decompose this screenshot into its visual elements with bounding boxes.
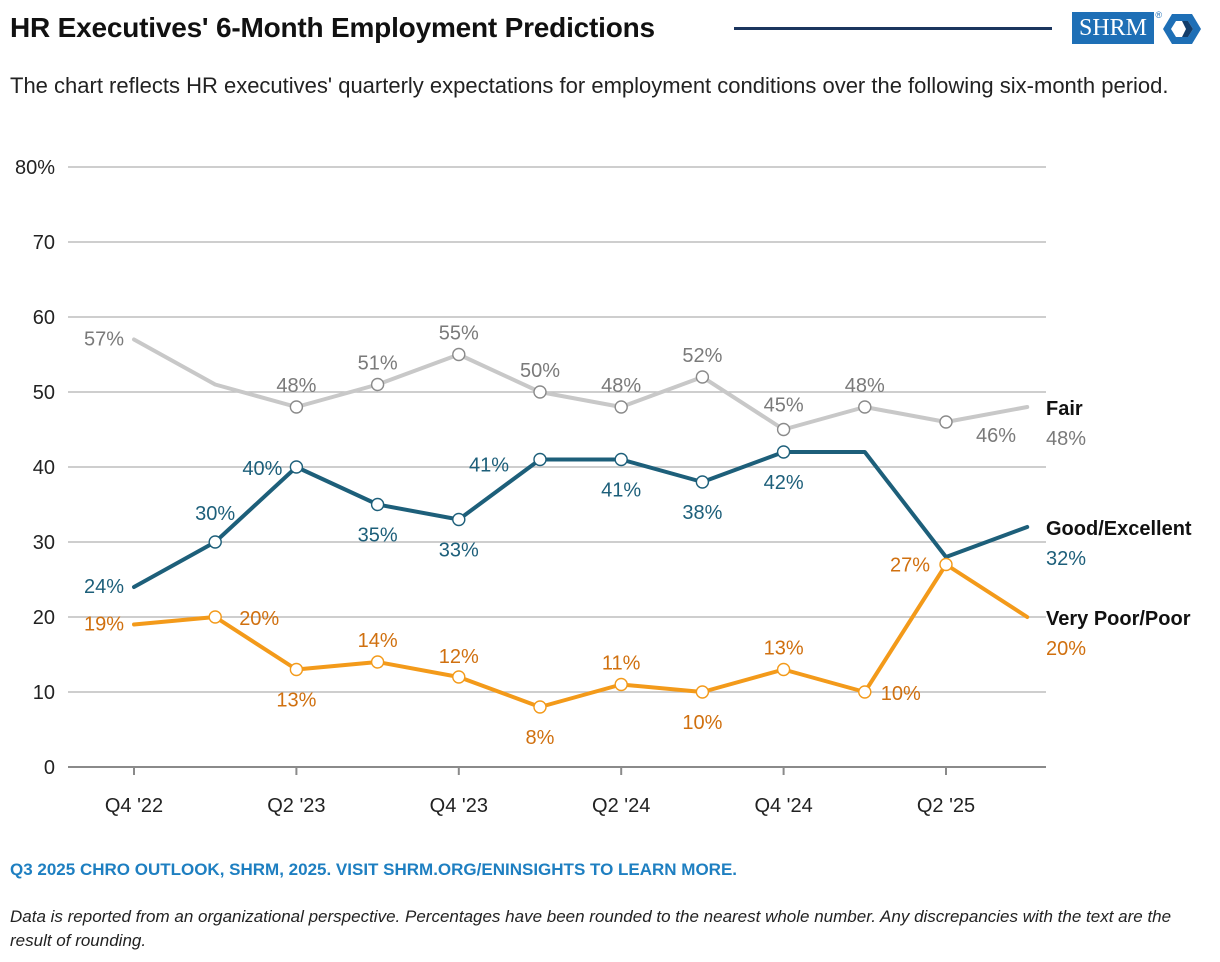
fair-data-label: 48% xyxy=(845,375,885,397)
fair-point xyxy=(776,422,791,437)
fair-data-label: 50% xyxy=(520,360,560,382)
y-tick-label: 10 xyxy=(33,682,55,704)
lines-layer xyxy=(132,337,1030,709)
fair-data-label: 55% xyxy=(439,323,479,345)
fair-point xyxy=(533,385,547,399)
good-series-name: Good/Excellent xyxy=(1046,518,1192,540)
chart-subtitle: The chart reflects HR executives' quarte… xyxy=(10,73,1169,98)
fair-data-label: 48% xyxy=(1046,428,1086,450)
fair-point xyxy=(370,377,385,392)
poor-point xyxy=(452,670,466,684)
fair-data-label: 57% xyxy=(84,329,124,351)
y-tick-label: 0 xyxy=(44,757,55,779)
good-data-label: 33% xyxy=(439,540,479,562)
grid-layer xyxy=(68,166,1046,693)
y-tick-label: 20 xyxy=(33,607,55,629)
fair-data-label: 52% xyxy=(682,345,722,367)
poor-data-label: 27% xyxy=(890,555,930,577)
x-tick-label: Q2 '25 xyxy=(917,795,975,817)
poor-data-label: 19% xyxy=(84,614,124,636)
x-tick-label: Q2 '23 xyxy=(267,795,325,817)
fair-point xyxy=(939,415,953,429)
x-tick-label: Q4 '23 xyxy=(430,795,488,817)
fair-series-line xyxy=(132,337,1030,432)
chart-title: HR Executives' 6-Month Employment Predic… xyxy=(10,12,655,43)
y-tick-label: 50 xyxy=(33,382,55,404)
logo-registered-mark: ® xyxy=(1155,10,1162,20)
markers-layer xyxy=(208,347,953,714)
poor-data-label: 20% xyxy=(1046,638,1086,660)
y-tick-label: 60 xyxy=(33,307,55,329)
good-data-label: 24% xyxy=(84,576,124,598)
fair-point xyxy=(289,400,304,414)
y-tick-label: 40 xyxy=(33,457,55,479)
good-data-label: 41% xyxy=(469,455,509,477)
x-tick-label: Q4 '24 xyxy=(754,795,812,817)
poor-data-label: 8% xyxy=(526,727,555,749)
poor-data-label: 12% xyxy=(439,646,479,668)
fair-data-label: 48% xyxy=(276,375,316,397)
poor-point xyxy=(289,662,304,677)
poor-point xyxy=(776,662,791,677)
good-point xyxy=(614,452,628,467)
poor-point xyxy=(533,700,547,714)
fair-point xyxy=(614,400,628,414)
poor-data-label: 14% xyxy=(358,630,398,652)
poor-point xyxy=(695,685,710,699)
good-point xyxy=(452,512,466,527)
poor-point xyxy=(208,610,222,624)
fair-data-label: 51% xyxy=(358,353,398,375)
y-tick-label: 80% xyxy=(15,157,55,179)
y-tick-label: 30 xyxy=(33,532,55,554)
axis-layer: 0 10 20 30 40 50 60 70 80% Q4 '22 Q2 '23 Q4 '23 Q2 '… xyxy=(15,157,1046,817)
poor-point xyxy=(858,685,872,699)
good-data-label: 42% xyxy=(764,472,804,494)
good-data-label: 30% xyxy=(195,503,235,525)
poor-data-label: 11% xyxy=(602,653,641,675)
title-rule xyxy=(734,27,1052,30)
y-tick-label: 70 xyxy=(33,232,55,254)
poor-data-label: 20% xyxy=(239,608,279,630)
poor-series-line xyxy=(132,562,1030,709)
fair-point xyxy=(695,370,710,384)
shrm-hexagon-icon xyxy=(1163,14,1201,44)
poor-point xyxy=(370,655,385,669)
line-chart: 0 10 20 30 40 50 60 70 80% Q4 '22 Q2 '23 Q4 '23 Q2 '… xyxy=(15,157,1192,817)
good-point xyxy=(289,460,304,474)
shrm-logo: SHRM ® xyxy=(1072,10,1162,44)
good-point xyxy=(776,445,791,459)
fair-series-name: Fair xyxy=(1046,398,1083,420)
good-series-line xyxy=(132,450,1030,589)
good-point xyxy=(695,475,710,489)
good-data-label: 41% xyxy=(601,480,641,502)
x-tick-label: Q4 '22 xyxy=(105,795,163,817)
fair-point xyxy=(452,347,466,362)
poor-data-label: 13% xyxy=(276,690,316,712)
fair-data-label: 46% xyxy=(976,425,1016,447)
poor-data-label: 10% xyxy=(682,712,722,734)
source-citation: Q3 2025 CHRO OUTLOOK, SHRM, 2025. VISIT … xyxy=(10,860,738,879)
poor-data-label: 13% xyxy=(764,638,804,660)
logo-text: SHRM xyxy=(1078,15,1148,41)
footnote: Data is reported from an organizational … xyxy=(10,907,1172,950)
good-point xyxy=(533,452,547,467)
x-tick-label: Q2 '24 xyxy=(592,795,650,817)
fair-data-label: 48% xyxy=(601,375,641,397)
labels-layer: 57% 48% 51% 55% 50% 48% 52% 45% 48% 46% 48% Fair 24%… xyxy=(84,323,1192,750)
good-data-label: 40% xyxy=(242,458,282,480)
poor-data-label: 10% xyxy=(881,683,921,705)
poor-series-name: Very Poor/Poor xyxy=(1046,608,1191,630)
fair-point xyxy=(858,400,872,414)
good-data-label: 35% xyxy=(358,525,398,547)
poor-point xyxy=(614,677,628,692)
good-data-label: 32% xyxy=(1046,548,1086,570)
poor-point xyxy=(939,557,953,572)
good-data-label: 38% xyxy=(682,502,722,524)
good-point xyxy=(208,535,222,549)
fair-data-label: 45% xyxy=(764,395,804,417)
good-point xyxy=(370,497,385,512)
